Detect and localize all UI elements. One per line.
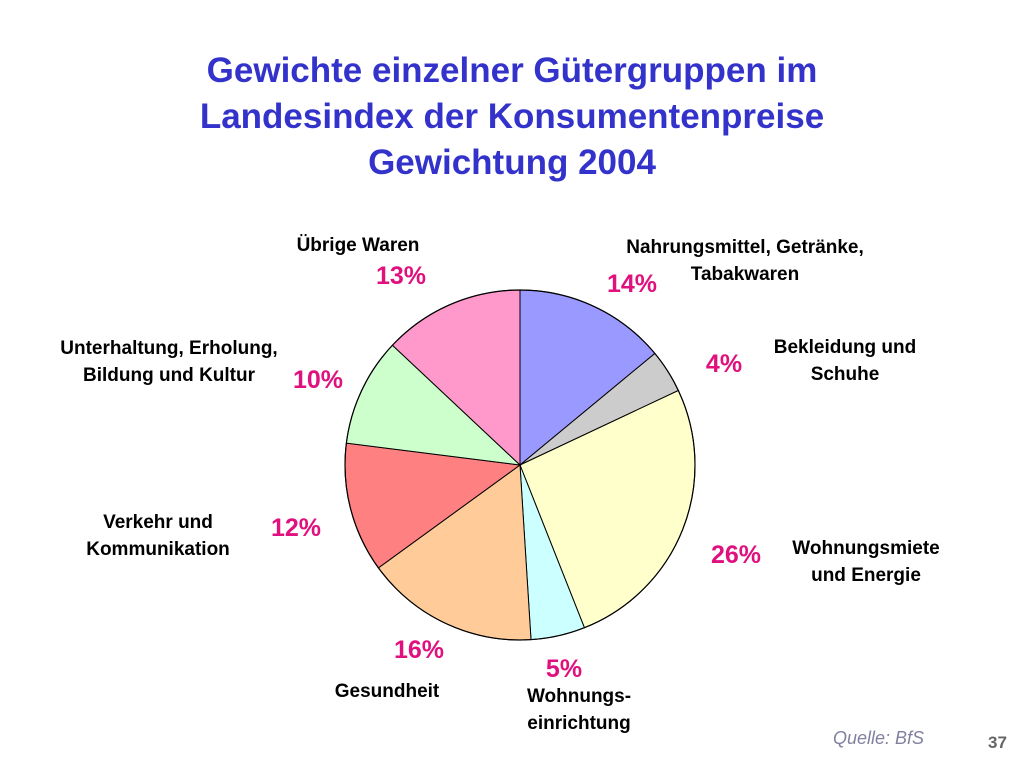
slice-category-line: und Energie — [811, 565, 921, 586]
pie-outline — [344, 289, 696, 641]
slice-category-label: Unterhaltung, Erholung, Bildung und Kultu… — [60, 338, 277, 386]
slice-category-line: Schuhe — [811, 364, 880, 385]
slice-category-line: Übrige Waren — [297, 235, 420, 256]
slice-category-line: einrichtung — [527, 713, 630, 734]
slice-category-line: Wohnungs- — [527, 686, 631, 707]
slice-category-label: Wohnungs-einrichtung — [527, 686, 631, 734]
slice-category-label: Verkehr und Kommunikation — [86, 512, 230, 560]
title-line-1: Gewichte einzelner Gütergruppen im — [206, 51, 818, 90]
slice-percent-label: 10% — [293, 366, 343, 394]
slice-category-label: Nahrungsmittel, Getränke, Tabakwaren — [626, 237, 864, 285]
slice-category-label: Übrige Waren — [297, 235, 420, 256]
slice-category-line: Bekleidung und — [774, 337, 917, 358]
slice-category-line: Wohnungsmiete — [792, 538, 939, 559]
slice-percent-label: 14% — [607, 270, 657, 298]
slice-category-line: Unterhaltung, Erholung, — [60, 338, 277, 359]
slice-percent-label: 16% — [394, 636, 444, 664]
slice-category-line: Tabakwaren — [691, 264, 799, 285]
title-line-3: Gewichtung 2004 — [368, 143, 656, 182]
slice-category-line: Bildung und Kultur — [83, 365, 256, 386]
slice-category-label: Wohnungsmiete und Energie — [792, 538, 939, 586]
slice-percent-label: 26% — [711, 541, 761, 569]
slice-percent-label: 13% — [376, 262, 426, 290]
slice-category-line: Kommunikation — [86, 539, 230, 560]
slice-percent-label: 5% — [546, 655, 582, 683]
slice-category-label: Gesundheit — [335, 681, 440, 702]
slice-category-line: Nahrungsmittel, Getränke, — [626, 237, 864, 258]
page-number: 37 — [988, 733, 1007, 752]
slice-percent-label: 4% — [706, 350, 742, 378]
slice-category-line: Verkehr und — [103, 512, 213, 533]
slice-percent-label: 12% — [271, 514, 321, 542]
slice-category-label: Bekleidung und Schuhe — [774, 337, 917, 385]
slide-title: Gewichte einzelner Gütergruppen im Lande… — [0, 48, 1024, 186]
slice-category-line: Gesundheit — [335, 681, 440, 702]
title-line-2: Landesindex der Konsumentenpreise — [199, 97, 825, 136]
source-note: Quelle: BfS — [833, 728, 925, 748]
